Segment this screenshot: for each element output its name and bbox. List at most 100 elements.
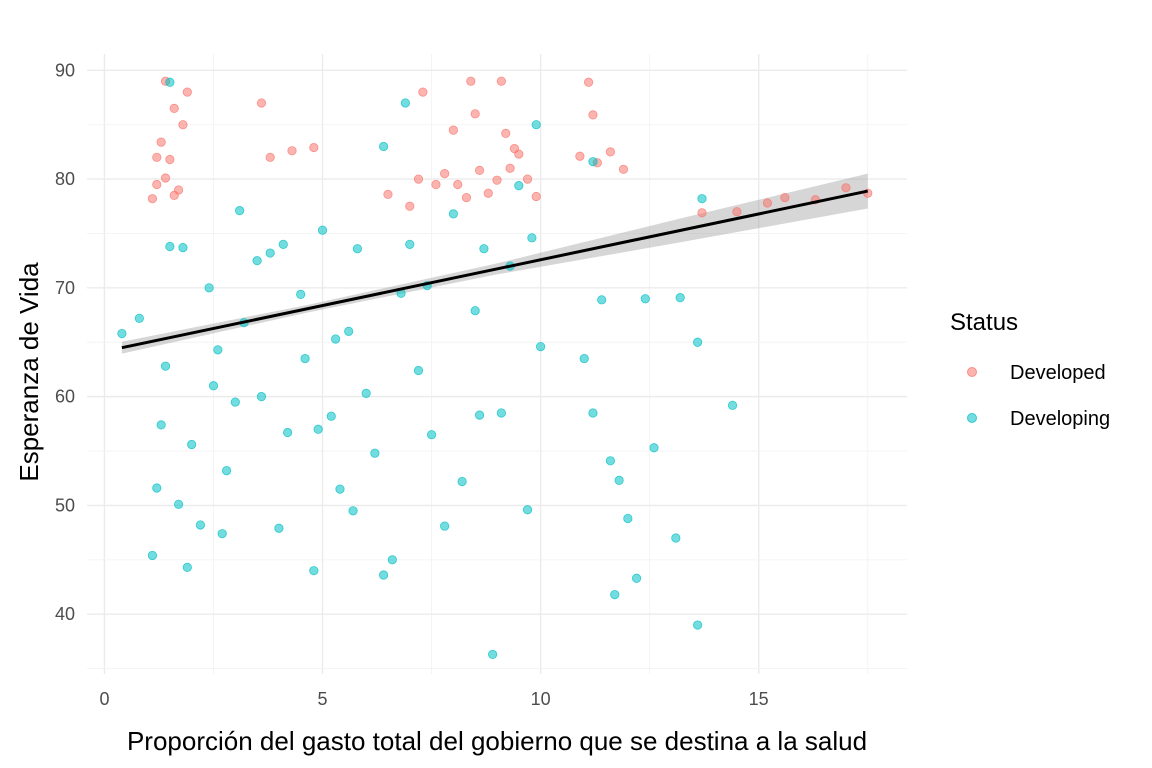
data-point	[274, 523, 284, 533]
data-point	[152, 152, 162, 162]
trend-line	[121, 189, 869, 350]
data-point	[309, 566, 319, 576]
y-axis-title: Esperanza de Vida	[14, 262, 44, 482]
data-point	[466, 76, 476, 86]
data-point	[583, 77, 594, 87]
y-tick-label: 70	[55, 278, 75, 298]
data-point	[300, 353, 310, 364]
data-point	[348, 506, 358, 516]
data-point	[252, 256, 262, 266]
data-point	[221, 465, 232, 476]
data-point	[614, 475, 624, 485]
data-point	[671, 533, 681, 543]
x-tick-label: 5	[318, 689, 328, 709]
data-point	[479, 244, 489, 254]
data-point	[147, 194, 158, 204]
data-point	[134, 313, 144, 323]
data-point	[732, 207, 742, 217]
data-point	[335, 484, 345, 494]
y-tick-label: 80	[55, 169, 75, 189]
data-point	[195, 520, 206, 530]
data-point	[588, 110, 598, 120]
legend-label: Developing	[1010, 408, 1110, 430]
data-point	[575, 151, 585, 161]
data-point	[287, 146, 297, 156]
data-point	[522, 174, 533, 184]
y-tick-label: 40	[55, 604, 75, 624]
grid-lines	[87, 54, 907, 674]
data-point	[588, 157, 598, 167]
data-point	[160, 173, 171, 183]
x-tick-label: 15	[749, 689, 769, 709]
data-point	[165, 77, 175, 87]
data-point	[448, 125, 458, 135]
data-point	[400, 98, 411, 108]
data-point	[147, 550, 158, 561]
data-point	[496, 408, 506, 418]
data-point	[278, 239, 288, 249]
data-point	[649, 443, 659, 453]
data-point	[352, 244, 363, 254]
data-point	[693, 620, 703, 630]
data-point	[309, 142, 319, 153]
data-point	[405, 201, 415, 211]
x-axis-title: Proporción del gasto total del gobierno …	[127, 726, 867, 756]
data-point	[217, 529, 227, 539]
data-point	[378, 570, 389, 580]
legend-key	[967, 367, 977, 377]
data-point	[361, 388, 371, 398]
data-point	[152, 483, 162, 493]
data-point	[457, 476, 467, 487]
data-point	[213, 345, 223, 355]
data-point	[156, 420, 166, 430]
data-point	[387, 555, 397, 565]
data-point	[156, 137, 166, 147]
data-point	[631, 573, 642, 583]
data-point	[522, 505, 533, 515]
data-point	[527, 233, 537, 243]
confidence-band-group	[121, 173, 868, 354]
data-point	[536, 341, 546, 352]
data-point	[182, 562, 192, 573]
data-point	[610, 589, 620, 600]
data-point	[453, 179, 463, 190]
data-point	[344, 326, 354, 336]
data-point	[413, 365, 424, 376]
data-point	[505, 163, 515, 173]
data-point	[235, 206, 245, 216]
tick-labels: 0 5 10 15 40 50 60 70 80 90	[55, 60, 769, 709]
data-point	[178, 120, 188, 130]
data-point	[448, 209, 458, 219]
data-point	[326, 411, 336, 421]
data-point	[230, 397, 240, 407]
y-tick-label: 60	[55, 387, 75, 407]
data-point	[697, 194, 707, 204]
data-point	[440, 169, 450, 179]
y-tick-label: 90	[55, 60, 75, 80]
data-point	[579, 353, 589, 364]
data-point	[762, 198, 773, 208]
trend-line-group	[121, 189, 869, 350]
data-point	[640, 294, 650, 304]
data-point	[265, 152, 275, 162]
data-point	[474, 165, 485, 175]
data-point	[470, 109, 480, 119]
data-point	[501, 128, 511, 139]
data-point	[383, 189, 393, 199]
legend: Status Developed Developing	[950, 309, 1110, 430]
data-point	[605, 147, 616, 157]
data-point	[492, 175, 502, 185]
data-point	[182, 87, 192, 97]
legend-item-developing: Developing	[967, 408, 1110, 430]
data-point	[283, 427, 293, 438]
data-point	[169, 103, 179, 113]
data-point	[509, 144, 520, 154]
data-point	[165, 241, 175, 252]
data-point	[117, 328, 127, 339]
data-point	[208, 381, 219, 391]
data-point	[187, 439, 197, 450]
data-point	[618, 164, 629, 174]
data-point	[204, 283, 214, 293]
data-point	[623, 513, 633, 524]
